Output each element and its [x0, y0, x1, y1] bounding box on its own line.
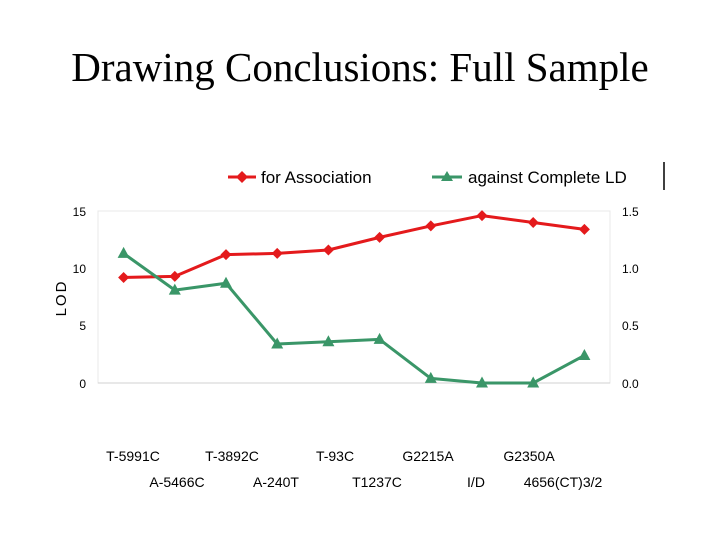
series-0-point-2	[220, 249, 232, 261]
series-1-point-4	[322, 335, 335, 347]
y-tick-label-right: 0.0	[622, 377, 639, 391]
series-0-point-0	[118, 272, 130, 284]
y-tick-label-right: 0.5	[622, 319, 639, 333]
category-label-g2350a: G2350A	[503, 448, 555, 464]
plot-area	[97, 210, 611, 384]
y-tick-label-left: 10	[73, 262, 87, 276]
y-tick-label-right: 1.0	[622, 262, 639, 276]
series-1-point-9	[578, 348, 591, 360]
series-1-point-6	[424, 371, 437, 383]
category-label-i-d: I/D	[467, 474, 485, 490]
series-0-point-9	[578, 223, 590, 235]
series-0-point-3	[271, 247, 283, 259]
legend-label-ld: against Complete LD	[468, 168, 627, 187]
series-1-point-2	[220, 276, 232, 288]
series-0-point-6	[425, 220, 437, 232]
y-axis-label: LOD	[53, 280, 70, 317]
y-tick-label-left: 5	[79, 319, 86, 333]
series-layer	[117, 210, 591, 388]
legend: for Association against Complete LD	[228, 162, 665, 190]
series-line-0	[123, 214, 585, 280]
category-label-g2215a: G2215A	[402, 448, 454, 464]
series-1-point-8	[527, 376, 540, 388]
y-tick-label-left: 0	[79, 377, 86, 391]
category-labels: T-5991C A-5466C T-3892C A-240T T-93C T12…	[106, 448, 602, 490]
series-1-point-1	[168, 283, 181, 295]
series-0-point-4	[322, 244, 334, 256]
series-1-point-7	[476, 376, 488, 388]
series-0-point-5	[374, 231, 386, 243]
legend-label-association: for Association	[261, 168, 372, 187]
series-1-point-3	[271, 337, 284, 349]
series-line-1	[122, 252, 586, 385]
category-label-t-5991c: T-5991C	[106, 448, 160, 464]
category-label-4656-ct-3-2: 4656(CT)3/2	[524, 474, 603, 490]
category-label-a-5466c: A-5466C	[149, 474, 204, 490]
series-0-point-7	[476, 210, 488, 222]
series-1-point-0	[117, 246, 130, 258]
category-label-a-240t: A-240T	[253, 474, 299, 490]
series-1-point-5	[373, 332, 386, 344]
category-label-t-93c: T-93C	[316, 448, 354, 464]
y-tick-label-left: 15	[73, 205, 87, 219]
category-label-t1237c: T1237C	[352, 474, 402, 490]
legend-marker-association	[236, 171, 248, 183]
y-tick-label-right: 1.5	[622, 205, 639, 219]
category-label-t-3892c: T-3892C	[205, 448, 259, 464]
series-0-point-1	[169, 270, 181, 282]
y-ticks-right: 0.0 0.5 1.0 1.5	[622, 205, 639, 391]
slide-title: Drawing Conclusions: Full Sample	[71, 44, 649, 90]
legend-marker-ld	[441, 171, 453, 181]
y-ticks-left: 0 5 10 15	[73, 205, 87, 391]
series-0-point-8	[527, 216, 539, 228]
